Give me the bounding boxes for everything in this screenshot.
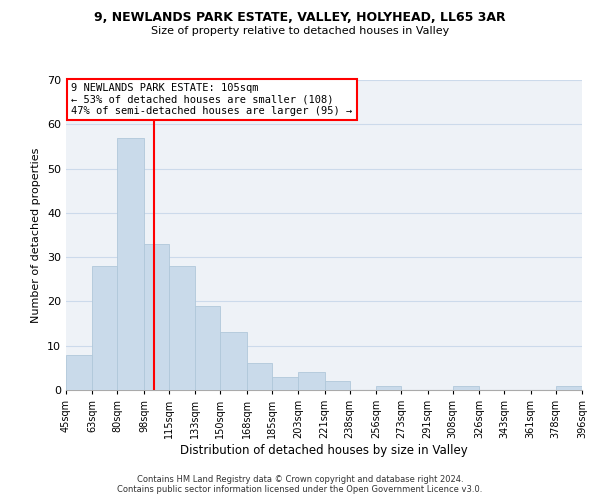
Bar (66, 354, 92, 390)
Bar (452, 386, 479, 390)
Bar (325, 381, 350, 390)
Bar (247, 364, 272, 390)
Text: Size of property relative to detached houses in Valley: Size of property relative to detached ho… (151, 26, 449, 36)
Bar (118, 138, 144, 390)
Bar (144, 244, 169, 390)
Bar (376, 386, 401, 390)
Bar (92, 266, 118, 390)
Y-axis label: Number of detached properties: Number of detached properties (31, 148, 41, 322)
Bar (556, 386, 582, 390)
Text: 9, NEWLANDS PARK ESTATE, VALLEY, HOLYHEAD, LL65 3AR: 9, NEWLANDS PARK ESTATE, VALLEY, HOLYHEA… (94, 11, 506, 24)
Bar (298, 372, 325, 390)
Bar (220, 332, 247, 390)
Bar (272, 376, 298, 390)
Bar (169, 266, 196, 390)
X-axis label: Distribution of detached houses by size in Valley: Distribution of detached houses by size … (180, 444, 468, 457)
Bar (196, 306, 220, 390)
Text: Contains HM Land Registry data © Crown copyright and database right 2024.
Contai: Contains HM Land Registry data © Crown c… (118, 474, 482, 494)
Text: 9 NEWLANDS PARK ESTATE: 105sqm
← 53% of detached houses are smaller (108)
47% of: 9 NEWLANDS PARK ESTATE: 105sqm ← 53% of … (71, 83, 352, 116)
